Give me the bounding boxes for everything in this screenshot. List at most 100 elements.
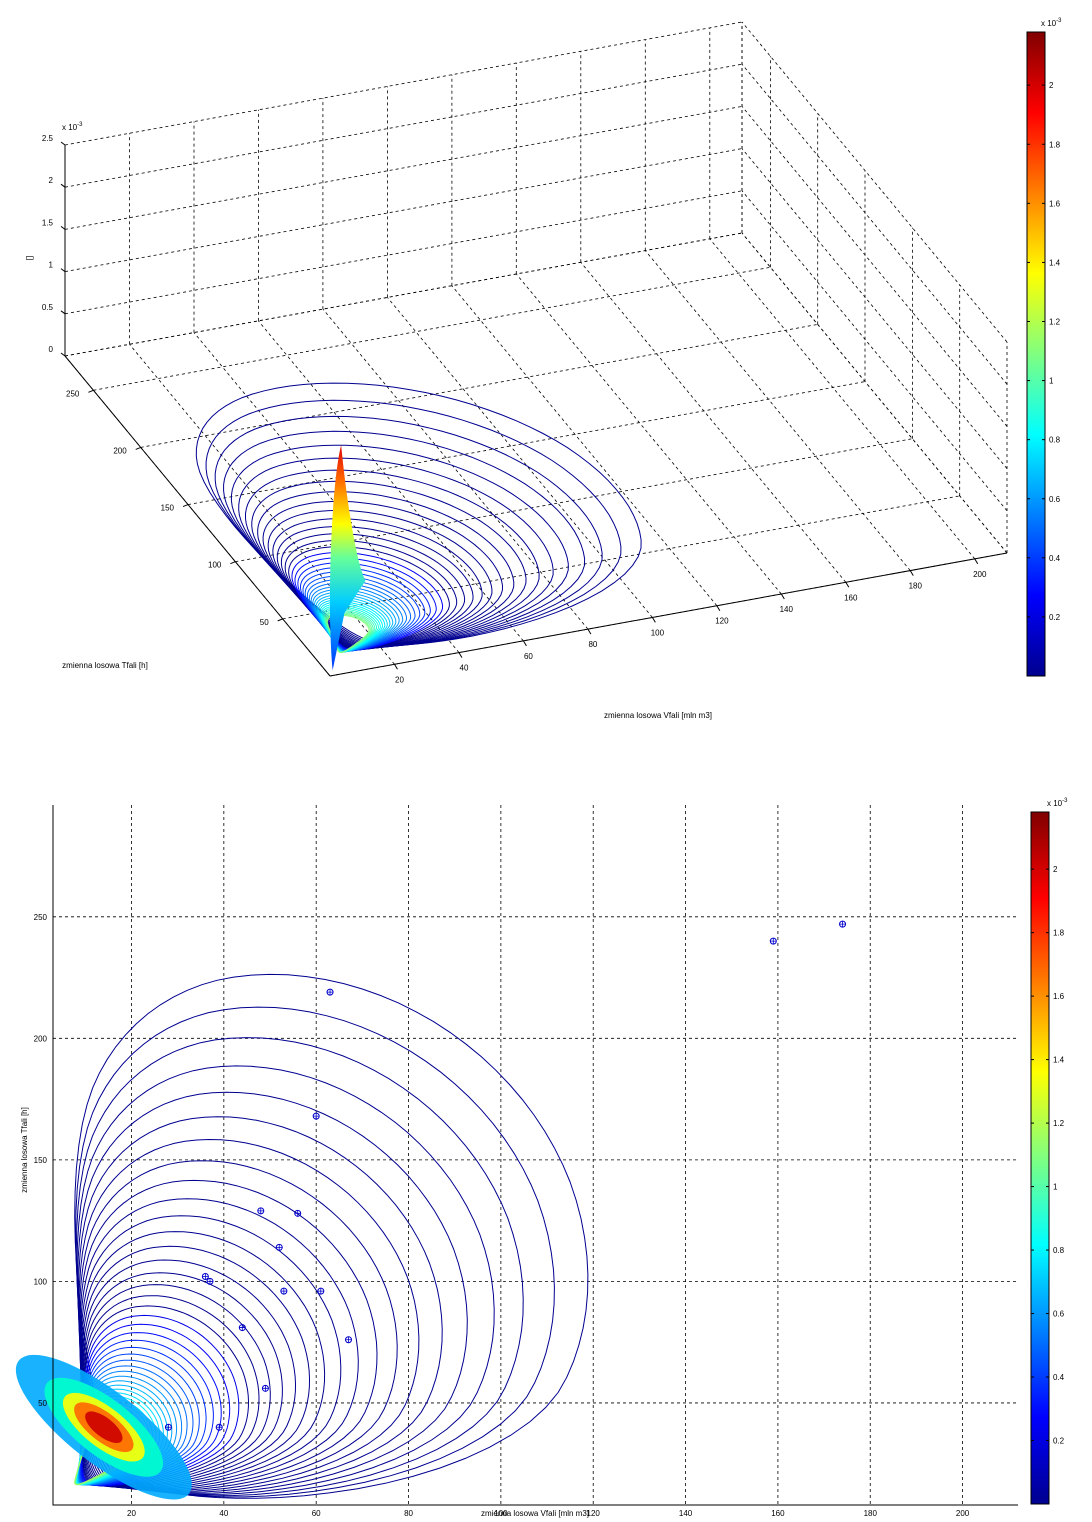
z-tick-mark xyxy=(60,310,66,315)
data-point-cross xyxy=(206,1278,213,1285)
x-tick-label: 120 xyxy=(715,617,729,626)
data-point-cross xyxy=(202,1273,209,1280)
contour-plot-x-label: zmienna losowa Vfali [mln m3] xyxy=(481,1509,589,1518)
data-point-cross xyxy=(216,1424,223,1431)
colorbar-tick-label: 1.4 xyxy=(1049,258,1061,267)
z-tick-label: 1 xyxy=(49,261,54,270)
surface-3d-z-ticks: 0 0.5 1 1.5 2 2.5 xyxy=(42,134,66,357)
x-tick-mark xyxy=(651,617,656,623)
data-point-cross xyxy=(276,1244,283,1251)
x-tick-mark xyxy=(974,558,979,565)
data-point-cross xyxy=(294,1210,301,1217)
side-wall-grid-z xyxy=(741,232,1008,554)
colorbar-tick-label: 1.6 xyxy=(1053,992,1065,1001)
surface-3d-y-ticks: 50 100 150 200 250 xyxy=(66,389,283,627)
x-tick-label: 60 xyxy=(312,1509,321,1518)
colorbar-bottom-exponent: x 10-3 xyxy=(1047,798,1068,808)
x-tick-label: 100 xyxy=(651,628,665,637)
surface-3d-y-label: zmienna losowa Tfali [h] xyxy=(62,661,148,670)
data-point-cross xyxy=(262,1385,269,1392)
y-tick-mark xyxy=(135,446,141,450)
side-wall-grid-z xyxy=(741,148,1008,469)
x-tick-label: 20 xyxy=(395,675,404,684)
side-wall-grid-z xyxy=(741,63,1008,385)
z-tick-mark xyxy=(60,268,66,273)
surface-3d-contours xyxy=(195,382,642,654)
colorbar-tick-label: 0.6 xyxy=(1049,495,1061,504)
x-tick-label: 40 xyxy=(219,1509,228,1518)
y-tick-mark xyxy=(230,561,236,565)
floor-grid-y xyxy=(93,266,771,391)
floor-grid-x xyxy=(580,262,847,583)
y-tick-label: 200 xyxy=(113,446,127,455)
colorbar-tick-label: 1.2 xyxy=(1049,318,1061,327)
colorbar-top: 0.2 0.4 0.6 0.8 1 1.2 1.4 1.6 1.8 2 x 10-3 xyxy=(1026,18,1062,677)
data-point-cross xyxy=(317,1288,324,1295)
z-tick-label: 1.5 xyxy=(42,218,54,227)
data-point-cross xyxy=(839,921,846,928)
z-tick-label: 0 xyxy=(49,345,54,354)
colorbar-tick-label: 0.8 xyxy=(1049,436,1061,445)
contour-line xyxy=(223,430,586,647)
z-tick-label: 2.5 xyxy=(42,134,54,143)
x-tick-mark xyxy=(909,570,914,576)
colorbar-tick-label: 1.6 xyxy=(1049,199,1061,208)
colorbar-tick-label: 1 xyxy=(1053,1183,1058,1192)
colorbar-top-exponent: x 10-3 xyxy=(1041,18,1062,28)
x-tick-label: 140 xyxy=(679,1509,693,1518)
data-point-cross xyxy=(257,1207,264,1214)
floor-grid-y xyxy=(187,381,866,505)
side-wall-grid-z xyxy=(741,21,1008,343)
y-tick-mark xyxy=(88,389,94,393)
colorbar-tick-label: 0.2 xyxy=(1053,1437,1065,1446)
data-point-cross xyxy=(280,1288,287,1295)
floor-grid-y xyxy=(140,324,818,448)
floor-grid-y xyxy=(282,495,960,620)
z-tick-mark xyxy=(60,352,66,357)
surface-3d-x-ticks: 20 40 60 80 100 120 140 160 180 200 xyxy=(394,558,987,684)
data-point-cross xyxy=(165,1424,172,1431)
x-tick-mark xyxy=(716,605,721,611)
colorbar-tick-label: 2 xyxy=(1049,81,1054,90)
y-tick-label: 150 xyxy=(34,1156,48,1165)
floor-grid-x xyxy=(193,332,460,653)
surface-3d-z-label: [] xyxy=(25,256,34,260)
side-wall-grid-z xyxy=(741,190,1008,512)
x-tick-label: 60 xyxy=(524,652,533,661)
x-tick-label: 40 xyxy=(460,664,469,673)
colorbar-top-gradient xyxy=(1026,31,1046,677)
colorbar-tick-label: 0.4 xyxy=(1053,1373,1065,1382)
z-tick-mark xyxy=(60,183,66,188)
floor-grid-x xyxy=(644,250,911,571)
x-tick-mark xyxy=(394,664,398,670)
colorbar-tick-label: 1.8 xyxy=(1049,140,1061,149)
colorbar-tick-label: 0.4 xyxy=(1049,554,1061,563)
colorbar-tick-label: 1.8 xyxy=(1053,929,1065,938)
data-point-cross xyxy=(313,1113,320,1120)
y-tick-label: 250 xyxy=(66,389,80,398)
x-tick-label: 140 xyxy=(780,605,794,614)
x-tick-label: 200 xyxy=(956,1509,970,1518)
colorbar-tick-label: 0.2 xyxy=(1049,613,1061,622)
x-tick-label: 100 xyxy=(494,1509,508,1518)
contour-plot: 20 40 60 80 100 120 140 160 180 200 50 100 150 200 25… xyxy=(15,805,1018,1518)
z-tick-label: 2 xyxy=(49,176,54,185)
contour-plot-peak-region xyxy=(15,1354,192,1500)
x-tick-label: 20 xyxy=(127,1509,136,1518)
floor-grid-x xyxy=(515,273,782,595)
colorbar-tick-label: 2 xyxy=(1053,865,1058,874)
data-point-cross xyxy=(327,989,334,996)
colorbar-tick-label: 1.2 xyxy=(1053,1119,1065,1128)
colorbar-tick-label: 1.4 xyxy=(1053,1056,1065,1065)
z-tick-mark xyxy=(60,225,66,230)
colorbar-bottom-gradient xyxy=(1030,811,1050,1505)
density-band xyxy=(85,1411,123,1444)
contour-plot-x-ticks: 20 40 60 80 100 120 140 160 180 200 xyxy=(127,1509,970,1518)
y-tick-label: 150 xyxy=(161,504,175,513)
colorbar-tick-label: 1 xyxy=(1049,377,1054,386)
z-tick-mark xyxy=(60,141,66,146)
surface-3d-grid xyxy=(64,21,1008,677)
contour-line xyxy=(230,444,569,648)
